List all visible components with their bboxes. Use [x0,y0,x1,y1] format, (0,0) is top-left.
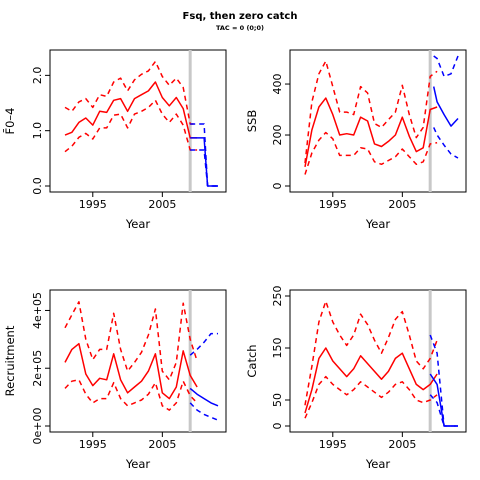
projection-lower-bound-line [429,394,458,427]
y-tick-label: 0 [271,183,284,190]
plot-frame [49,289,227,433]
f-panel: 1995 2005 Year 0.0 1.0 2.0 F̄0–4 [3,49,227,231]
history-lower-bound-line [64,99,198,153]
x-axis-label: Year [125,217,151,231]
x-axis-label: Year [125,457,151,471]
history-lower-bound-line [304,131,438,175]
projection-median-line [190,137,218,187]
history-upper-bound-line [304,300,438,406]
y-tick-label: 0 [271,423,284,430]
projection-lower-bound-line [189,402,219,421]
plot-frame [289,49,467,193]
history-upper-bound-line [64,301,198,381]
y-tick-label: 250 [271,286,284,307]
x-tick-label: 2005 [388,438,416,451]
y-tick-label: 4e+05 [31,292,44,329]
y-axis-label: F̄0–4 [3,108,17,135]
y-axis-label: Catch [245,344,259,377]
projection-lower-bound-line [190,149,218,187]
history-median-line [304,347,438,414]
x-tick-label: 2005 [148,198,176,211]
history-median-line [304,97,438,168]
history-upper-bound-line [64,60,198,125]
projection-upper-bound-line [189,332,218,356]
recruitment-panel: 1995 2005 Year 0e+00 2e+05 4e+05 Recruitment [3,289,227,471]
y-tick-label: 50 [271,393,284,407]
x-tick-label: 1995 [79,438,107,451]
y-tick-label: 150 [271,338,284,359]
x-tick-label: 1995 [319,198,347,211]
history-lower-bound-line [64,379,198,411]
plot-frame [289,289,467,433]
x-tick-label: 2005 [388,198,416,211]
y-axis-label: SSB [245,110,259,133]
x-tick-label: 1995 [79,198,107,211]
x-axis-label: Year [365,217,391,231]
ssb-panel: 1995 2005 Year 0 200 400 SSB [245,49,467,231]
y-tick-label: 200 [271,125,284,146]
projection-median-line [189,387,219,407]
y-axis-label: Recruitment [3,325,17,396]
figure-subtitle: TAC = 0 (0;0) [215,24,265,32]
y-tick-label: 1.0 [31,122,44,140]
figure-title: Fsq, then zero catch [182,11,298,22]
y-tick-label: 400 [271,74,284,95]
x-tick-label: 2005 [148,438,176,451]
history-upper-bound-line [304,60,438,164]
x-axis-label: Year [365,457,391,471]
projection-lower-bound-line [433,127,459,159]
projection-upper-bound-line [433,55,459,78]
catch-panel: 1995 2005 Year 0 50 150 250 Catch [245,286,467,471]
y-tick-label: 2e+05 [31,350,44,387]
x-tick-label: 1995 [319,438,347,451]
projection-median-line [429,373,458,427]
plot-frame [49,49,227,193]
projection-median-line [432,86,459,127]
y-tick-label: 2.0 [31,67,44,85]
history-lower-bound-line [304,375,438,419]
history-median-line [64,81,198,139]
y-tick-label: 0.0 [31,177,44,195]
history-median-line [64,342,198,400]
y-tick-label: 0e+00 [31,408,44,445]
